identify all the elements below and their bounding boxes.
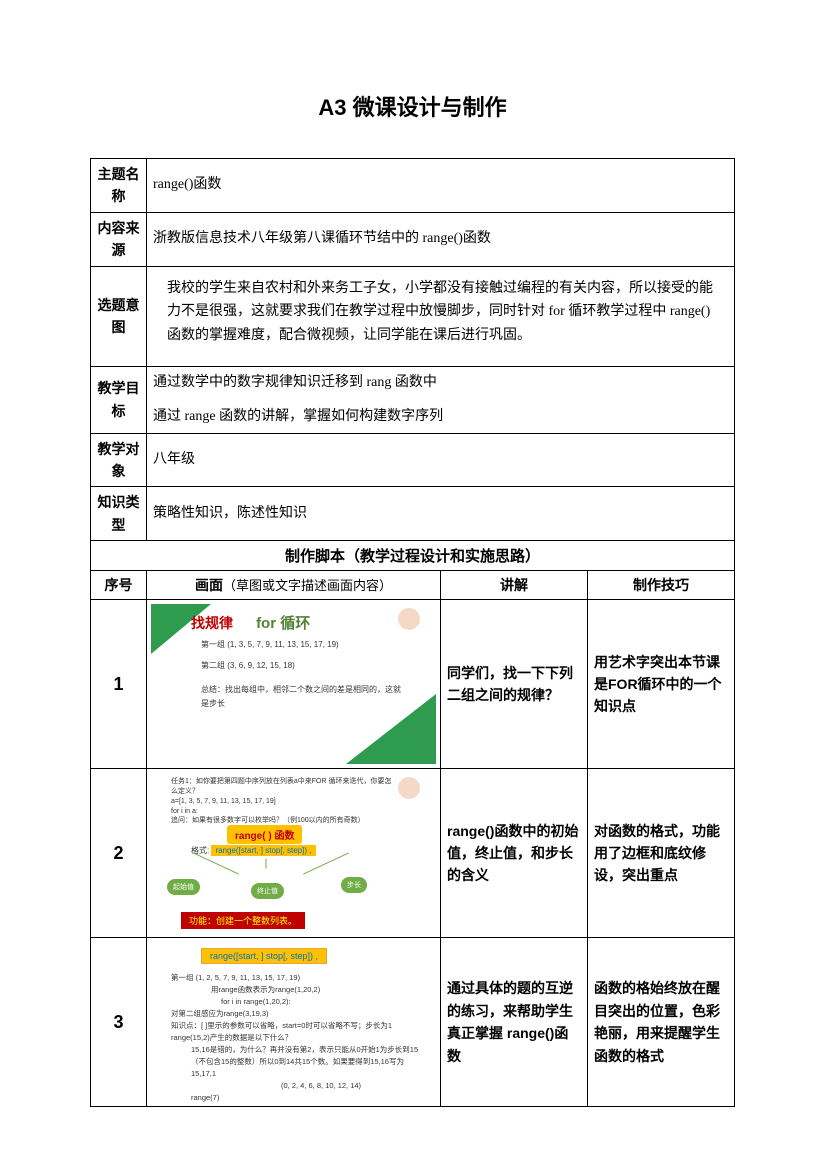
- slide-3-thumb: range([start, ] stop[, step]) , 第一组 (1, …: [151, 942, 436, 1102]
- slide1-body: 第一组 (1, 3, 5, 7, 9, 11, 13, 15, 17, 19) …: [201, 638, 406, 712]
- slide2-avatar-icon: [398, 777, 420, 799]
- script-frame-3: range([start, ] stop[, step]) , 第一组 (1, …: [147, 938, 441, 1107]
- frame-note: （草图或文字描述画面内容）: [223, 578, 392, 593]
- slide2-format: 格式: range([start, ] stop[, step]) ,: [191, 845, 416, 856]
- script-section-title: 制作脚本（教学过程设计和实施思路）: [91, 541, 735, 571]
- col-header-explain: 讲解: [441, 571, 588, 600]
- script-row-1: 1 找规律 for 循环 第一组 (1, 3, 5, 7, 9, 11, 13,…: [91, 600, 735, 769]
- script-num-1: 1: [91, 600, 147, 769]
- slide1-line1: 第一组 (1, 3, 5, 7, 9, 11, 13, 15, 17, 19): [201, 638, 406, 652]
- slide1-title-1: 找规律: [191, 617, 233, 632]
- script-row-2: 2 任务1：如你要把第四题中序列放在列表a中来FOR 循环来迭代，你要怎么定义？…: [91, 769, 735, 938]
- slide2-toptext: 任务1：如你要把第四题中序列放在列表a中来FOR 循环来迭代，你要怎么定义？ a…: [171, 777, 396, 826]
- slide2-ribbon: 功能：创建一个整数列表。: [181, 912, 305, 929]
- slide1-title-2: for 循环: [256, 615, 310, 632]
- value-topic: range()函数: [147, 159, 735, 213]
- slide2-fmt-code: range([start, ] stop[, step]) ,: [211, 845, 315, 856]
- label-intent: 选题意图: [91, 266, 147, 366]
- slide1-line3: 总结：找出每组中，相邻二个数之间的差是相同的，这就是步长: [201, 683, 406, 712]
- script-explain-2: range()函数中的初始值，终止值，和步长的含义: [441, 769, 588, 938]
- frame-label: 画面: [195, 577, 223, 593]
- col-header-num: 序号: [91, 571, 147, 600]
- slide3-b9: range(7): [171, 1092, 426, 1102]
- row-goal: 教学目标 通过数学中的数字规律知识迁移到 rang 函数中 通过 range 函…: [91, 366, 735, 433]
- value-audience: 八年级: [147, 433, 735, 487]
- slide2-clouds: 起始值 终止值 步长: [161, 873, 426, 905]
- slide-2-thumb: 任务1：如你要把第四题中序列放在列表a中来FOR 循环来迭代，你要怎么定义？ a…: [151, 773, 436, 933]
- slide3-b1: 第一组 (1, 2, 5, 7, 9, 11, 13, 15, 17, 19): [171, 972, 426, 984]
- script-tech-3: 函数的格始终放在醒目突出的位置，色彩艳丽，用来提醒学生函数的格式: [588, 938, 735, 1107]
- row-script-title: 制作脚本（教学过程设计和实施思路）: [91, 541, 735, 571]
- slide2-badge: range( ) 函数: [227, 825, 302, 844]
- slide2-connector-2: [266, 859, 267, 869]
- row-script-columns: 序号 画面（草图或文字描述画面内容） 讲解 制作技巧: [91, 571, 735, 600]
- slide2-cloud-2: 终止值: [251, 883, 284, 899]
- label-goal: 教学目标: [91, 366, 147, 433]
- page-title: A3 微课设计与制作: [90, 90, 735, 122]
- col-header-frame: 画面（草图或文字描述画面内容）: [147, 571, 441, 600]
- value-source: 浙教版信息技术八年级第八课循环节结中的 range()函数: [147, 212, 735, 266]
- label-ktype: 知识类型: [91, 487, 147, 541]
- slide1-line2: 第二组 (3, 6, 9, 12, 15, 18): [201, 659, 406, 673]
- row-source: 内容来源 浙教版信息技术八年级第八课循环节结中的 range()函数: [91, 212, 735, 266]
- label-audience: 教学对象: [91, 433, 147, 487]
- script-explain-3: 通过具体的题的互逆的练习，来帮助学生真正掌握 range()函数: [441, 938, 588, 1107]
- row-intent: 选题意图 我校的学生来自农村和外来务工子女，小学都没有接触过编程的有关内容，所以…: [91, 266, 735, 366]
- script-frame-2: 任务1：如你要把第四题中序列放在列表a中来FOR 循环来迭代，你要怎么定义？ a…: [147, 769, 441, 938]
- row-topic: 主题名称 range()函数: [91, 159, 735, 213]
- label-topic: 主题名称: [91, 159, 147, 213]
- slide1-title-row: 找规律 for 循环: [191, 612, 426, 633]
- goal-line-1: 通过数学中的数字规律知识迁移到 rang 函数中: [153, 371, 728, 395]
- col-header-tech: 制作技巧: [588, 571, 735, 600]
- value-intent: 我校的学生来自农村和外来务工子女，小学都没有接触过编程的有关内容，所以接受的能力…: [147, 266, 735, 366]
- script-num-3: 3: [91, 938, 147, 1107]
- slide3-b3: for i in range(1,20,2):: [171, 996, 426, 1008]
- script-num-2: 2: [91, 769, 147, 938]
- slide3-b5: 知识点：[ ]里示的参数可以省略，start=0时可以省略不写；步长为1: [171, 1020, 426, 1032]
- script-row-3: 3 range([start, ] stop[, step]) , 第一组 (1…: [91, 938, 735, 1107]
- script-frame-1: 找规律 for 循环 第一组 (1, 3, 5, 7, 9, 11, 13, 1…: [147, 600, 441, 769]
- script-tech-1: 用艺术字突出本节课是FOR循环中的一个知识点: [588, 600, 735, 769]
- script-explain-1: 同学们，找一下下列二组之间的规律？: [441, 600, 588, 769]
- label-source: 内容来源: [91, 212, 147, 266]
- row-ktype: 知识类型 策略性知识，陈述性知识: [91, 487, 735, 541]
- slide2-top2: a=[1, 3, 5, 7, 9, 11, 13, 15, 17, 19]: [171, 797, 396, 807]
- slide3-b7: 15,16是错的，为什么？再并没有第2，表示只能从0开始1为步长到15（不包含1…: [171, 1044, 426, 1080]
- slide3-b8: (0, 2, 4, 6, 8, 10, 12, 14): [171, 1080, 426, 1092]
- slide3-b6: range(15,2)产生的数据是以下什么？: [171, 1032, 426, 1044]
- slide2-cloud-3: 步长: [341, 877, 367, 893]
- value-ktype: 策略性知识，陈述性知识: [147, 487, 735, 541]
- slide2-top3: for i in a:: [171, 807, 396, 817]
- slide-1-thumb: 找规律 for 循环 第一组 (1, 3, 5, 7, 9, 11, 13, 1…: [151, 604, 436, 764]
- slide3-b2: 用range函数表示为range(1,20,2): [171, 984, 426, 996]
- row-audience: 教学对象 八年级: [91, 433, 735, 487]
- slide2-top1: 任务1：如你要把第四题中序列放在列表a中来FOR 循环来迭代，你要怎么定义？: [171, 777, 396, 797]
- slide3-body: 第一组 (1, 2, 5, 7, 9, 11, 13, 15, 17, 19) …: [171, 972, 426, 1102]
- script-tech-2: 对函数的格式，功能用了边框和底纹修设，突出重点: [588, 769, 735, 938]
- goal-line-2: 通过 range 函数的讲解，掌握如何构建数字序列: [153, 405, 728, 429]
- lesson-plan-table: 主题名称 range()函数 内容来源 浙教版信息技术八年级第八课循环节结中的 …: [90, 158, 735, 1107]
- value-goal: 通过数学中的数字规律知识迁移到 rang 函数中 通过 range 函数的讲解，…: [147, 366, 735, 433]
- slide3-b4: 对第二组感应为range(3,19,3): [171, 1008, 426, 1020]
- slide2-cloud-1: 起始值: [167, 879, 200, 895]
- slide3-fmt-code: range([start, ] stop[, step]) ,: [201, 948, 327, 964]
